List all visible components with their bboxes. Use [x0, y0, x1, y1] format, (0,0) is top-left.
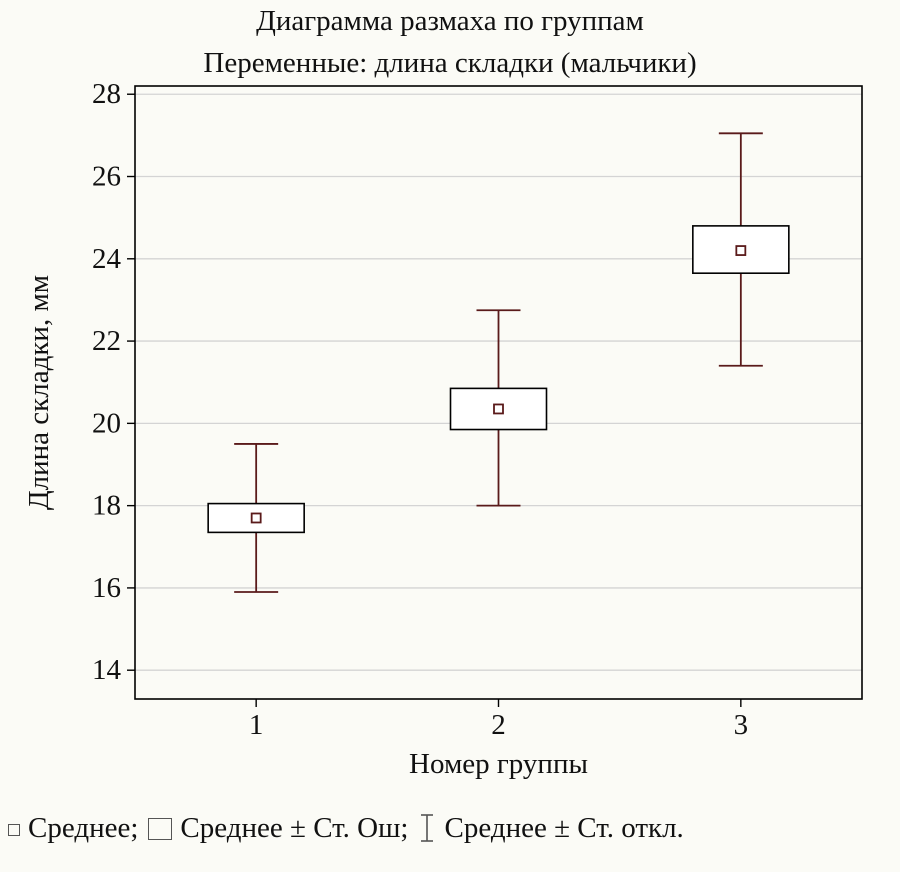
- y-tick-label-20: 20: [92, 407, 121, 439]
- y-axis-label: Длина складки, мм: [23, 275, 55, 510]
- se-box-icon: [148, 818, 173, 840]
- mean-marker-1: [250, 512, 262, 524]
- legend-item-sd: Среднее ± Ст. откл.: [408, 808, 684, 848]
- x-tick-label-3: 3: [734, 709, 749, 741]
- chart-subtitle: Переменные: длина складки (мальчики): [203, 47, 697, 79]
- x-axis-label: Номер группы: [409, 748, 588, 780]
- y-tick-label-16: 16: [92, 572, 121, 604]
- legend-item-mean: Среднее;: [8, 808, 138, 848]
- y-tick-label-22: 22: [92, 325, 121, 357]
- y-tick-label-26: 26: [92, 161, 121, 193]
- mean-marker-2: [493, 403, 504, 415]
- legend-mean-label: Среднее;: [28, 812, 139, 844]
- y-tick-label-14: 14: [92, 654, 122, 686]
- x-tick-label-1: 1: [249, 709, 264, 741]
- se-box-1: [207, 502, 305, 534]
- legend: Среднее; Среднее ± Ст. Ош; Среднее ± Ст.…: [8, 808, 684, 848]
- mean-marker-icon: [8, 824, 20, 836]
- legend-item-se: Среднее ± Ст. Ош;: [138, 808, 408, 848]
- y-tick-label-18: 18: [92, 490, 121, 522]
- y-tick-label-24: 24: [92, 243, 122, 275]
- legend-sd-label: Среднее ± Ст. откл.: [444, 812, 684, 844]
- legend-se-label: Среднее ± Ст. Ош;: [180, 812, 409, 844]
- mean-marker-3: [735, 245, 747, 256]
- sd-whisker-icon: [418, 813, 436, 843]
- y-tick-label-28: 28: [92, 78, 121, 110]
- box-plot-chart: 14 16 18 20 22 24 26 28 1 2 3 Номер группы Длина скл…: [23, 78, 863, 780]
- x-tick-label-2: 2: [491, 709, 506, 741]
- chart-title: Диаграмма размаха по группам: [256, 5, 644, 37]
